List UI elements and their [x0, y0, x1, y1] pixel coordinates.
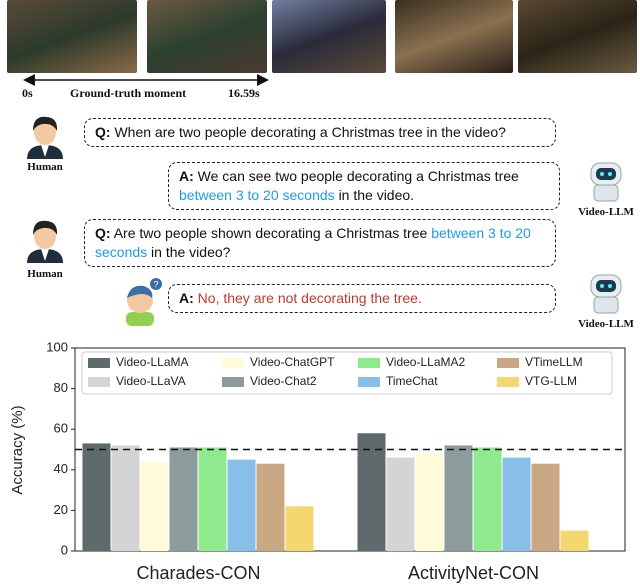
legend-box [81, 351, 613, 395]
utterance: We can see two people decorating a Chris… [197, 168, 519, 184]
legend-label: TimeChat [386, 374, 438, 388]
legend-label: Video-LLaVA [116, 374, 186, 388]
bar [531, 463, 560, 551]
y-tick-label: 80 [54, 380, 68, 395]
bar [227, 459, 256, 551]
robot-icon [590, 162, 622, 202]
bar [357, 433, 386, 551]
speech-bubble: A: No, they are not decorating the tree. [168, 284, 556, 313]
y-tick-label: 40 [54, 461, 68, 476]
bar [415, 453, 444, 551]
legend-swatch [358, 358, 380, 368]
prefix: A: [179, 168, 194, 184]
utterance: When are two people decorating a Christm… [114, 124, 506, 140]
video-frame [7, 0, 137, 73]
utterance: between 3 to 20 seconds [179, 187, 335, 203]
y-tick-label: 60 [54, 421, 68, 436]
speech-bubble: Q: When are two people decorating a Chri… [84, 118, 556, 147]
bar [82, 443, 111, 551]
video-frame [147, 0, 267, 73]
legend-label: VTimeLLM [525, 355, 583, 369]
y-tick-label: 20 [54, 502, 68, 517]
legend-label: Video-Chat2 [250, 374, 317, 388]
prefix: Q: [95, 124, 111, 140]
bar [502, 457, 531, 551]
video-frame [395, 0, 513, 73]
prefix: A: [179, 290, 194, 306]
legend-label: VTG-LLM [525, 374, 577, 388]
utterance: No, they are not decorating the tree. [197, 290, 422, 306]
timeline-end: 16.59s [228, 86, 260, 100]
video-frame [272, 0, 386, 73]
bar [111, 445, 140, 551]
y-tick-label: 0 [61, 542, 68, 557]
utterance: Are two people shown decorating a Christ… [113, 225, 428, 241]
confused-icon: ? [126, 278, 162, 326]
speech-bubble: Q: Are two people shown decorating a Chr… [84, 219, 556, 267]
legend-swatch [358, 377, 380, 387]
legend-swatch [222, 377, 244, 387]
legend-swatch [497, 358, 519, 368]
speaker-label: Video-LLM [578, 318, 634, 330]
utterance: between 3 to 20 seconds [95, 225, 531, 260]
utterance: in the video? [151, 244, 231, 260]
bar [473, 447, 502, 551]
legend-swatch [222, 358, 244, 368]
timeline-label: Ground-truth moment [70, 86, 187, 100]
bar [169, 447, 198, 551]
legend-label: Video-LLaMA [116, 355, 189, 369]
legend-swatch [88, 377, 110, 387]
svg-text:?: ? [153, 279, 158, 289]
speaker-label: Human [27, 161, 63, 173]
legend-swatch [88, 358, 110, 368]
bar [198, 447, 227, 551]
human-icon [27, 116, 63, 159]
x-tick-label: ActivityNet-CON [408, 563, 539, 583]
speaker-label: Human [27, 268, 63, 280]
timeline-arrow [23, 74, 269, 86]
bar [444, 445, 473, 551]
bar [140, 461, 169, 551]
x-tick-label: Charades-CON [136, 563, 260, 583]
timeline-start: 0s [22, 86, 33, 100]
speech-bubble: A: We can see two people decorating a Ch… [168, 162, 560, 210]
bar [285, 506, 314, 551]
bar [386, 457, 415, 551]
chart: Accuracy (%) 0 20 40 60 80 100 Charades-CON Act… [9, 340, 626, 583]
robot-icon [590, 274, 622, 314]
bar [560, 530, 589, 551]
bar [256, 463, 285, 551]
speaker-label: Video-LLM [578, 206, 634, 218]
avatars: ? [27, 116, 622, 326]
y-axis-title: Accuracy (%) [9, 405, 26, 494]
y-tick-label: 100 [46, 340, 68, 354]
legend-label: Video-LLaMA2 [386, 355, 465, 369]
legend-swatch [497, 377, 519, 387]
utterance: in the video. [338, 187, 415, 203]
legend-label: Video-ChatGPT [250, 355, 335, 369]
video-frame [518, 0, 637, 73]
human-icon [27, 220, 63, 263]
prefix: Q: [95, 225, 111, 241]
